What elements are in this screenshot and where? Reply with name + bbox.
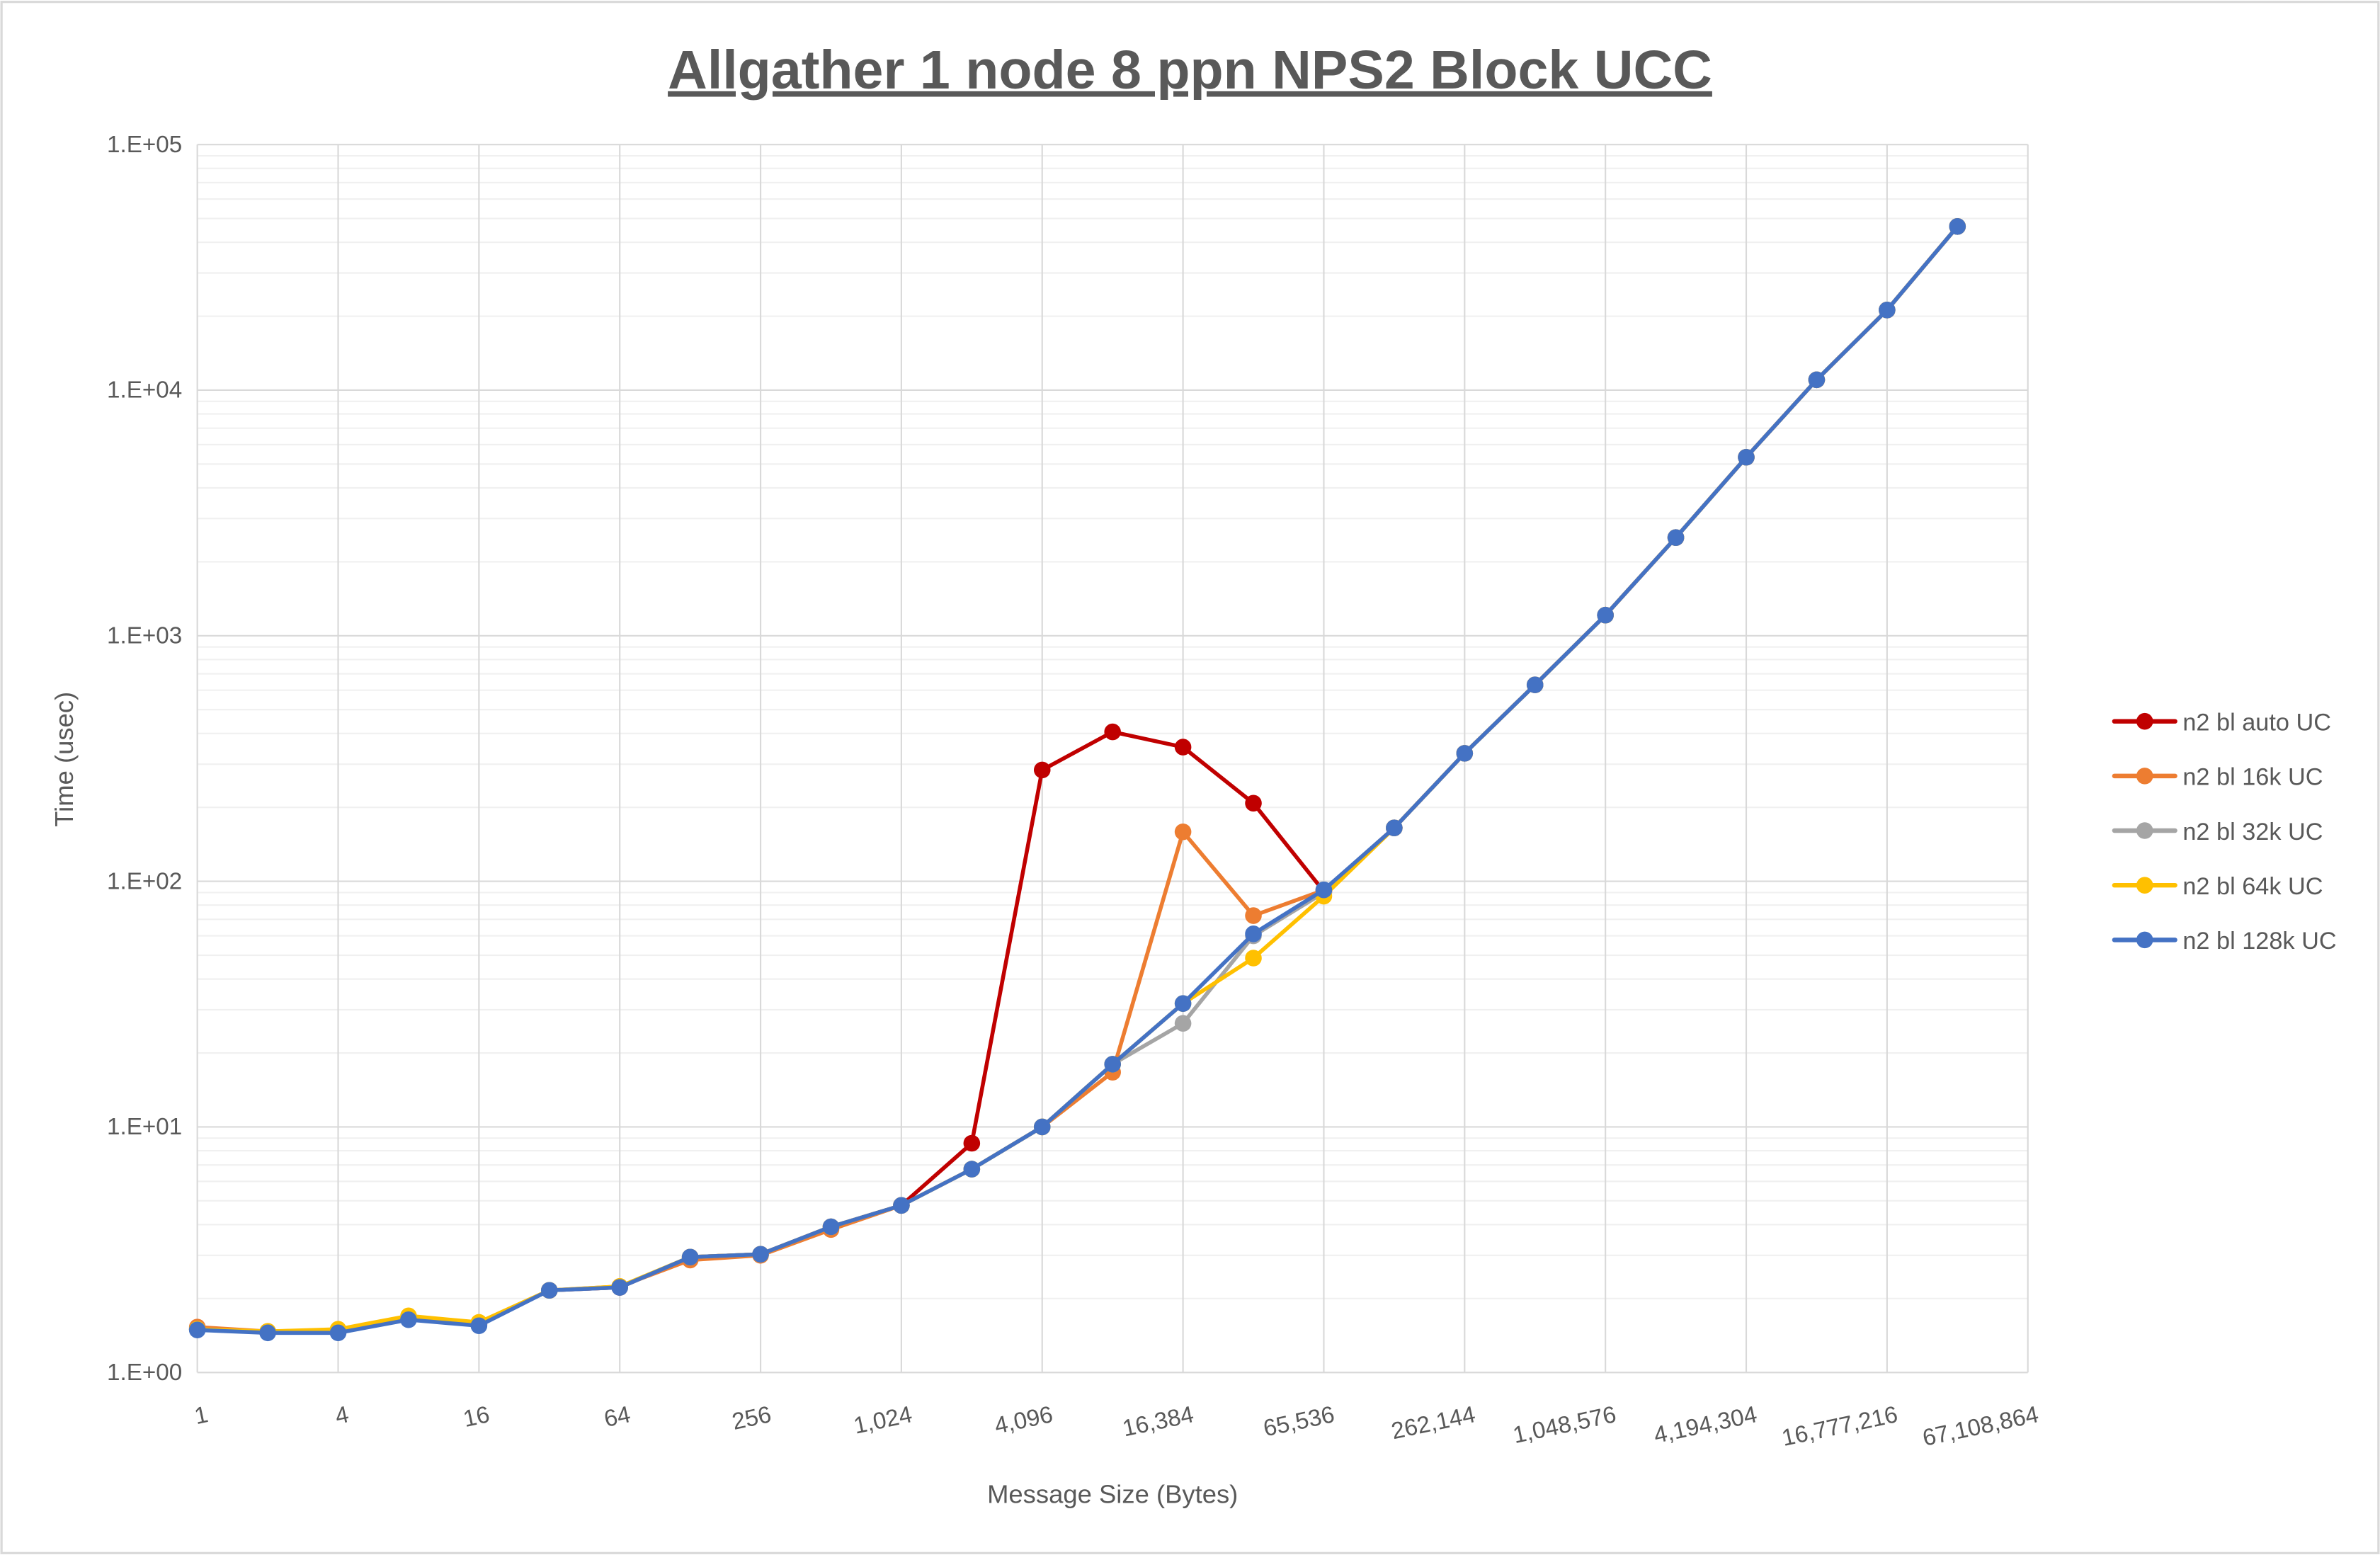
series-n2-bl-128k-uc (188, 218, 1966, 1342)
legend-label: n2 bl 128k UC (2182, 928, 2336, 955)
legend-label: n2 bl 32k UC (2182, 819, 2323, 845)
data-point (963, 1161, 981, 1178)
series-line (197, 225, 1959, 1335)
data-point (611, 1279, 628, 1296)
data-point (188, 1321, 206, 1338)
legend-marker (2136, 931, 2153, 949)
y-tick-label: 1.E+05 (107, 132, 182, 158)
data-point (1174, 739, 1192, 756)
data-point (540, 1282, 558, 1299)
data-point (1033, 761, 1051, 779)
data-point (1174, 823, 1192, 841)
data-point (400, 1311, 417, 1328)
legend-entry: n2 bl auto UC (2112, 710, 2331, 736)
data-point (1245, 925, 1262, 942)
data-point (259, 1324, 276, 1342)
legend: n2 bl auto UC n2 bl 16k UC n2 bl 32k UC n2 … (2112, 710, 2337, 955)
legend-entry: n2 bl 32k UC (2112, 819, 2323, 845)
data-point (1245, 794, 1262, 812)
legend-entry: n2 bl 64k UC (2112, 873, 2323, 900)
data-point (470, 1317, 488, 1335)
series-layer (188, 218, 1966, 1342)
data-point (1033, 1118, 1051, 1136)
data-point (1104, 1056, 1121, 1073)
legend-entry: n2 bl 128k UC (2112, 928, 2337, 955)
data-point (1245, 950, 1262, 967)
data-point (1949, 218, 1966, 235)
data-point (1597, 606, 1614, 624)
data-point (1808, 371, 1826, 389)
legend-marker (2136, 877, 2153, 894)
data-point (1174, 1015, 1192, 1032)
data-point (1738, 448, 1755, 466)
legend-marker (2136, 822, 2153, 839)
y-axis-ticks: 1.E+00 1.E+01 1.E+02 1.E+03 1.E+04 1.E+05 (107, 132, 182, 1386)
gridlines (196, 144, 2029, 1374)
data-point (1386, 819, 1403, 836)
legend-label: n2 bl 64k UC (2182, 873, 2323, 900)
y-tick-label: 1.E+04 (107, 377, 182, 404)
data-point (752, 1246, 769, 1263)
legend-marker (2136, 768, 2153, 785)
data-point (1879, 302, 1896, 319)
data-point (893, 1197, 910, 1214)
data-point (1174, 995, 1192, 1012)
data-point (1526, 676, 1544, 693)
data-point (1667, 529, 1685, 546)
data-point (822, 1218, 840, 1236)
data-point (963, 1134, 981, 1152)
y-tick-label: 1.E+01 (107, 1114, 182, 1140)
data-point (1245, 907, 1262, 924)
x-tick-label: 16 (461, 1401, 492, 1432)
x-tick-label: 64 (602, 1401, 633, 1432)
data-point (329, 1324, 347, 1342)
legend-label: n2 bl auto UC (2182, 710, 2331, 736)
legend-marker (2136, 712, 2153, 730)
legend-label: n2 bl 16k UC (2182, 764, 2323, 791)
data-point (1456, 745, 1474, 762)
x-axis-label: Message Size (Bytes) (987, 1480, 1238, 1509)
data-point (1104, 723, 1121, 741)
y-tick-label: 1.E+03 (107, 623, 182, 649)
legend-entry: n2 bl 16k UC (2112, 764, 2323, 791)
data-point (1315, 881, 1333, 899)
data-point (681, 1248, 699, 1266)
y-axis-label: Time (usec) (50, 692, 79, 827)
chart-title: Allgather 1 node 8 ppn NPS2 Block UCC (668, 40, 1712, 101)
y-tick-label: 1.E+02 (107, 868, 182, 894)
y-tick-label: 1.E+00 (107, 1360, 182, 1386)
